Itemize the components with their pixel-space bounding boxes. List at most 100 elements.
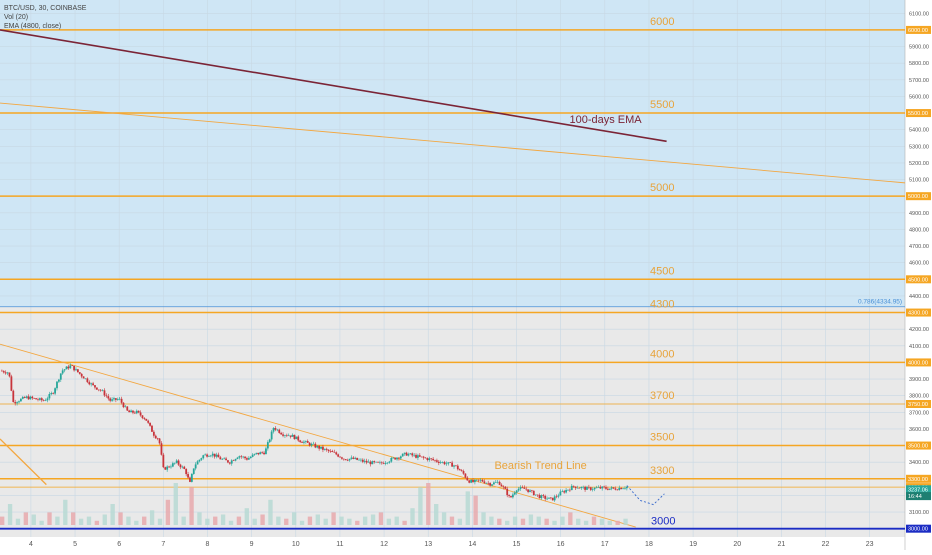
level-axis-tag (906, 275, 931, 284)
volume-bar (599, 518, 605, 525)
candle-body (546, 498, 548, 500)
candle-body (124, 406, 127, 408)
candle-body (451, 462, 454, 467)
candle-body (95, 387, 98, 390)
candle-body (390, 457, 393, 462)
candle-body (354, 457, 357, 459)
candle-body (513, 492, 516, 495)
price-tick-label: 3400.00 (909, 460, 929, 466)
candle-body (75, 369, 77, 371)
candle-body (221, 458, 224, 460)
candle-body (428, 458, 431, 461)
volume-bar (149, 510, 155, 525)
candle-body (356, 457, 359, 460)
candle-body (312, 443, 315, 445)
candle-body (132, 410, 134, 413)
candle-body (616, 489, 619, 491)
candle-body (194, 464, 197, 469)
candle-body (371, 461, 374, 465)
candle-body (574, 486, 577, 489)
current-price-label: 3237.06 (908, 487, 928, 493)
candle-body (166, 466, 169, 470)
volume-bar (157, 518, 163, 525)
candle-body (149, 422, 151, 426)
candle-body (348, 458, 351, 461)
candle-body (536, 494, 539, 496)
candle-body (304, 441, 307, 442)
candle-body (114, 398, 117, 400)
candle-body (567, 489, 569, 491)
candle-body (380, 462, 383, 464)
candle-body (519, 487, 522, 489)
volume-bar (165, 499, 171, 525)
volume-bar (623, 518, 628, 525)
candle-body (230, 460, 233, 464)
candle-body (388, 461, 391, 463)
candle-body (327, 449, 330, 452)
candle-body (139, 412, 142, 416)
candle-body (122, 402, 125, 408)
volume-bar (236, 516, 242, 525)
volume-bar (505, 520, 510, 525)
candle-body (310, 443, 313, 446)
candle-body (445, 463, 448, 465)
candle-body (441, 462, 444, 463)
candle-body (284, 435, 286, 436)
volume-bar (276, 516, 281, 525)
candle-body (223, 458, 226, 460)
candle-body (466, 477, 469, 481)
candle-body (576, 487, 579, 489)
volume-bar (323, 518, 328, 525)
candle-body (253, 453, 256, 455)
candle-body (409, 453, 412, 455)
volume-bar (126, 516, 131, 525)
candle-body (21, 396, 24, 399)
level-axis-tag (906, 308, 931, 317)
level-label: 4300 (650, 299, 674, 311)
candle-body (303, 441, 305, 443)
price-tick-label: 5400.00 (909, 128, 929, 134)
volume-bar (197, 512, 202, 525)
volume-bar (378, 512, 384, 525)
volume-bar (402, 520, 407, 525)
chart-legend: BTC/USD, 30, COINBASE Vol (20) EMA (4800… (4, 4, 86, 31)
volume-bar (118, 512, 123, 525)
ema-indicator-line: EMA (4800, close) (4, 23, 62, 30)
candle-body (512, 494, 514, 498)
candle-body (120, 398, 123, 403)
candle-body (202, 455, 205, 459)
candle-body (255, 452, 258, 454)
volume-bar (607, 520, 612, 525)
candle-body (10, 376, 13, 391)
volume-bar (370, 514, 376, 525)
candle-body (270, 431, 273, 440)
volume-bar (102, 514, 107, 525)
candle-body (333, 452, 336, 453)
candle-body (403, 452, 406, 454)
candle-body (358, 459, 360, 461)
candle-body (76, 369, 79, 373)
candle-body (135, 410, 138, 414)
candle-body (154, 435, 157, 439)
candle-body (198, 459, 201, 462)
candle-body (584, 486, 586, 490)
price-axis-background (905, 0, 932, 550)
candle-body (320, 446, 322, 449)
volume-bar (512, 516, 518, 525)
candle-body (116, 399, 119, 400)
candle-body (367, 461, 370, 463)
candle-body (620, 487, 623, 490)
candle-body (145, 418, 148, 421)
time-tick-label: 4 (29, 541, 33, 548)
candle-body (483, 481, 486, 484)
candle-body (113, 398, 115, 400)
candle-body (322, 446, 324, 450)
candle-body (276, 429, 279, 431)
candle-body (599, 487, 602, 489)
candle-body (411, 453, 414, 456)
price-tick-label: 3700.00 (909, 410, 929, 416)
candle-body (318, 445, 321, 449)
candle-body (398, 457, 400, 459)
